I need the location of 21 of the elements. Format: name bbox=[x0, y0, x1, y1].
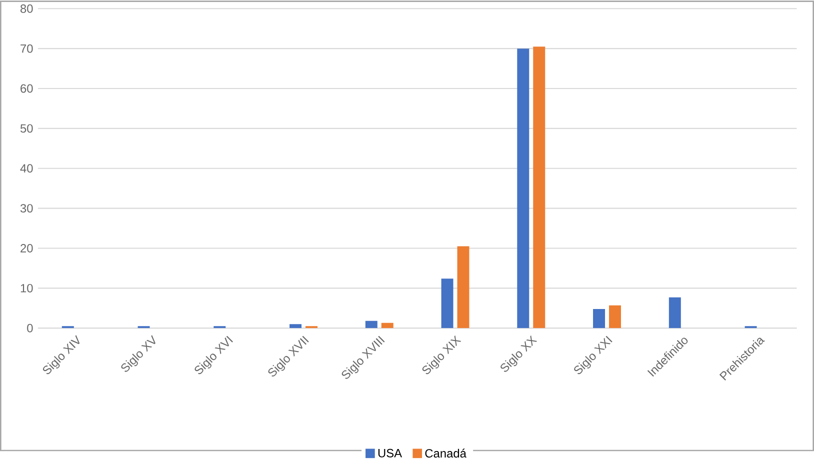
bar bbox=[609, 305, 621, 328]
bar bbox=[533, 46, 546, 328]
y-tick-label: 50 bbox=[20, 124, 33, 133]
y-tick-label: 30 bbox=[20, 204, 33, 213]
bar bbox=[381, 323, 394, 328]
legend-label: USA bbox=[378, 449, 402, 458]
bar bbox=[441, 278, 454, 328]
bar bbox=[290, 324, 302, 328]
bar bbox=[457, 246, 470, 328]
bar bbox=[593, 309, 606, 328]
legend-label: Canadá bbox=[425, 448, 466, 458]
y-tick-label: 10 bbox=[20, 284, 33, 293]
y-tick-label: 70 bbox=[20, 44, 33, 53]
y-tick-label: 80 bbox=[20, 4, 33, 13]
y-tick-label: 40 bbox=[20, 164, 33, 173]
y-tick-label: 0 bbox=[27, 324, 33, 332]
bar bbox=[365, 321, 378, 328]
y-tick-label: 60 bbox=[20, 84, 33, 93]
bar bbox=[517, 48, 530, 328]
y-tick-label: 20 bbox=[20, 244, 33, 253]
bar bbox=[668, 297, 681, 328]
